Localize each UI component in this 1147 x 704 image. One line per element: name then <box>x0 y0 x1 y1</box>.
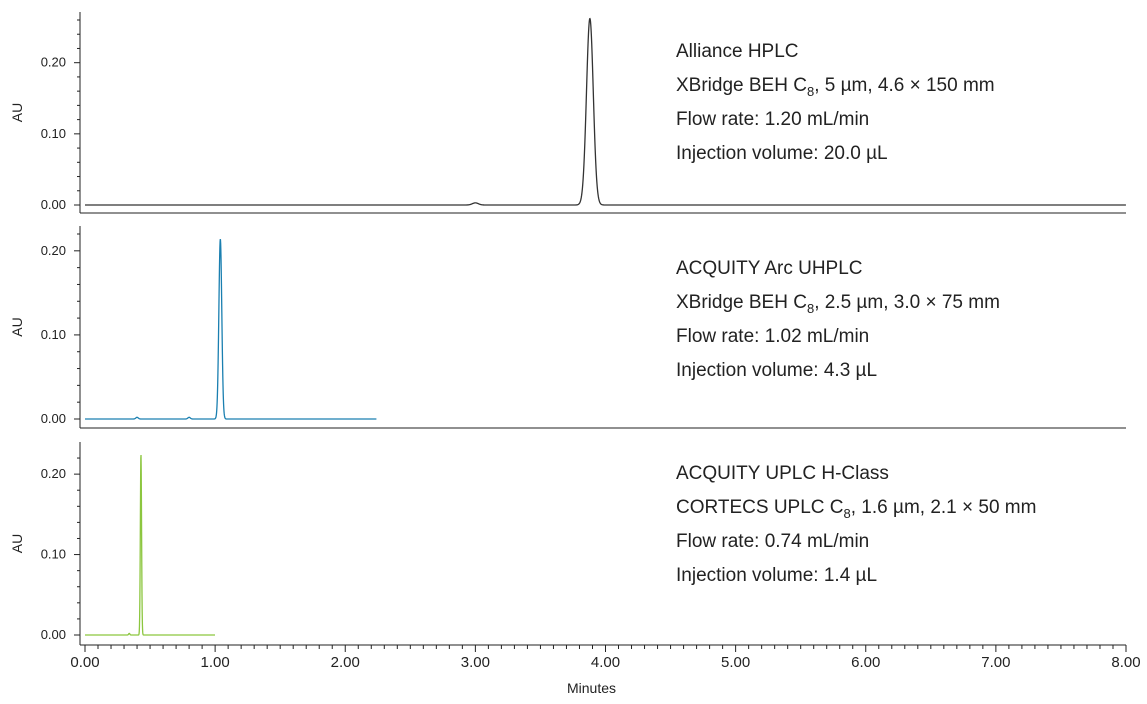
x-tick-label: 2.00 <box>331 654 360 671</box>
series-trace-1 <box>85 17 1126 206</box>
x-axis-label: Minutes <box>567 680 616 696</box>
annotation-line: XBridge BEH C8, 5 µm, 4.6 × 150 mm <box>676 75 995 99</box>
x-tick-label: 6.00 <box>851 654 880 671</box>
annotation-line: Flow rate: 1.20 mL/min <box>676 109 869 130</box>
annotation-line: Alliance HPLC <box>676 41 799 62</box>
annotation-line: CORTECS UPLC C8, 1.6 µm, 2.1 × 50 mm <box>676 497 1036 521</box>
y-tick-label: 0.20 <box>41 55 66 70</box>
x-tick-label: 8.00 <box>1111 654 1140 671</box>
y-tick-label: 0.00 <box>41 627 66 642</box>
y-tick-label: 0.10 <box>41 126 66 141</box>
y-tick-label: 0.20 <box>41 243 66 258</box>
series-trace-2 <box>85 238 377 420</box>
annotation-line: Injection volume: 1.4 µL <box>676 565 877 586</box>
x-tick-label: 1.00 <box>201 654 230 671</box>
x-tick-label: 7.00 <box>981 654 1010 671</box>
annotation-line: XBridge BEH C8, 2.5 µm, 3.0 × 75 mm <box>676 292 1000 316</box>
annotation-line: ACQUITY UPLC H-Class <box>676 463 889 484</box>
y-axis-label: AU <box>9 103 25 122</box>
y-tick-label: 0.10 <box>41 547 66 562</box>
y-tick-label: 0.10 <box>41 327 66 342</box>
y-tick-label: 0.20 <box>41 466 66 481</box>
annotation-line: ACQUITY Arc UHPLC <box>676 258 863 279</box>
series-trace-3 <box>85 455 215 636</box>
x-tick-label: 4.00 <box>591 654 620 671</box>
annotation-line: Flow rate: 1.02 mL/min <box>676 326 869 347</box>
annotation-line: Injection volume: 4.3 µL <box>676 360 877 381</box>
y-tick-label: 0.00 <box>41 411 66 426</box>
annotation-line: Injection volume: 20.0 µL <box>676 143 888 164</box>
y-axis-label: AU <box>9 534 25 553</box>
y-axis-label: AU <box>9 317 25 336</box>
x-tick-label: 0.00 <box>70 654 99 671</box>
x-tick-label: 5.00 <box>721 654 750 671</box>
y-tick-label: 0.00 <box>41 197 66 212</box>
x-tick-label: 3.00 <box>461 654 490 671</box>
annotation-line: Flow rate: 0.74 mL/min <box>676 531 869 552</box>
